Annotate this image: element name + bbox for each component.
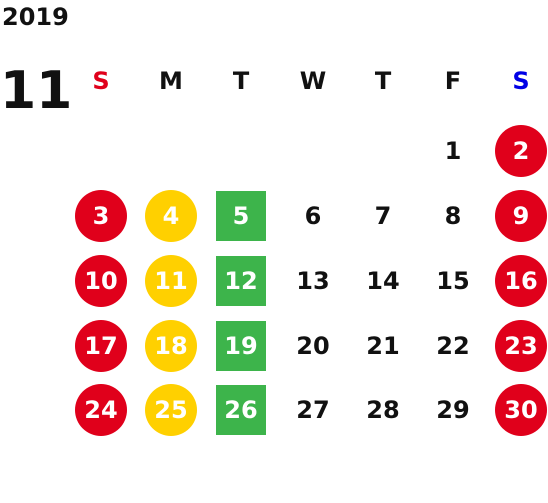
calendar-day: 29 (436, 396, 470, 424)
calendar-day-red-circle: 9 (495, 190, 547, 242)
calendar-day: 8 (444, 202, 462, 230)
calendar-day-red-circle: 24 (75, 384, 127, 436)
calendar-day-red-circle: 3 (75, 190, 127, 242)
calendar-day-yellow-circle: 11 (145, 255, 197, 307)
calendar-day: 27 (296, 396, 330, 424)
weekday-tuesday: T (232, 67, 250, 95)
calendar-day: 20 (296, 332, 330, 360)
calendar-day: 22 (436, 332, 470, 360)
weekday-monday: M (159, 67, 183, 95)
calendar-day-red-circle: 10 (75, 255, 127, 307)
calendar-month: 11 (0, 61, 73, 121)
calendar-day: 28 (366, 396, 400, 424)
calendar-day: 6 (304, 202, 322, 230)
calendar-day-green-square: 5 (216, 191, 266, 241)
calendar-day-green-square: 19 (216, 321, 266, 371)
calendar-day-red-circle: 30 (495, 384, 547, 436)
calendar-year: 2019 (2, 3, 69, 31)
calendar-day-red-circle: 23 (495, 320, 547, 372)
weekday-sunday: S (92, 67, 110, 95)
calendar-day: 13 (296, 267, 330, 295)
calendar-day: 21 (366, 332, 400, 360)
calendar-day-yellow-circle: 4 (145, 190, 197, 242)
calendar-day-red-circle: 16 (495, 255, 547, 307)
calendar-day-yellow-circle: 25 (145, 384, 197, 436)
calendar-day: 7 (374, 202, 392, 230)
weekday-friday: F (444, 67, 462, 95)
calendar-day-yellow-circle: 18 (145, 320, 197, 372)
calendar-day: 1 (444, 137, 462, 165)
calendar-day-green-square: 12 (216, 256, 266, 306)
weekday-thursday: T (374, 67, 392, 95)
weekday-wednesday: W (299, 67, 327, 95)
calendar-day-red-circle: 2 (495, 125, 547, 177)
calendar-day: 15 (436, 267, 470, 295)
weekday-saturday: S (512, 67, 530, 95)
calendar-day: 14 (366, 267, 400, 295)
calendar-day-red-circle: 17 (75, 320, 127, 372)
calendar-day-green-square: 26 (216, 385, 266, 435)
